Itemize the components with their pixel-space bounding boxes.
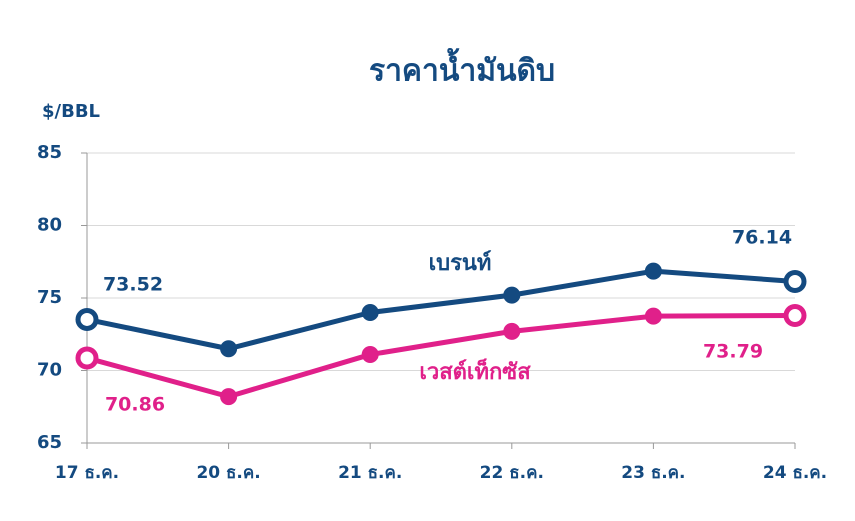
- series-label: เวสต์เท็กซัส: [419, 357, 531, 385]
- value-label: 73.79: [703, 341, 763, 363]
- data-point: [220, 340, 238, 358]
- data-point: [361, 304, 379, 321]
- value-label: 76.14: [732, 227, 792, 249]
- data-point: [644, 307, 662, 325]
- y-tick-label: 75: [37, 287, 62, 308]
- data-point: [503, 286, 521, 304]
- y-axis-label: $/BBL: [42, 101, 100, 122]
- x-tick-label: 24 ธ.ค.: [763, 463, 827, 483]
- y-tick-label: 80: [37, 215, 62, 236]
- data-point: [503, 322, 521, 340]
- value-label: 73.52: [103, 274, 163, 296]
- x-tick-label: 23 ธ.ค.: [621, 463, 685, 483]
- y-tick-label: 65: [37, 432, 62, 453]
- value-label: 70.86: [105, 394, 165, 416]
- series-line: [86, 313, 796, 400]
- series-line: [86, 268, 796, 352]
- x-tick-label: 17 ธ.ค.: [55, 463, 119, 483]
- x-tick-label: 22 ธ.ค.: [480, 463, 544, 483]
- data-point: [75, 346, 99, 370]
- data-point: [644, 262, 662, 280]
- y-tick-label: 70: [37, 360, 62, 381]
- data-point: [220, 388, 238, 406]
- data-point: [783, 304, 807, 328]
- x-tick-label: 21 ธ.ค.: [338, 463, 402, 483]
- x-tick-label: 20 ธ.ค.: [196, 463, 260, 483]
- y-tick-label: 85: [37, 142, 62, 163]
- data-point: [361, 346, 379, 364]
- chart-title: ราคาน้ำมันดิบ: [369, 48, 555, 89]
- data-point: [75, 307, 99, 331]
- data-point: [783, 269, 807, 293]
- series-label: เบรนท์: [429, 250, 492, 276]
